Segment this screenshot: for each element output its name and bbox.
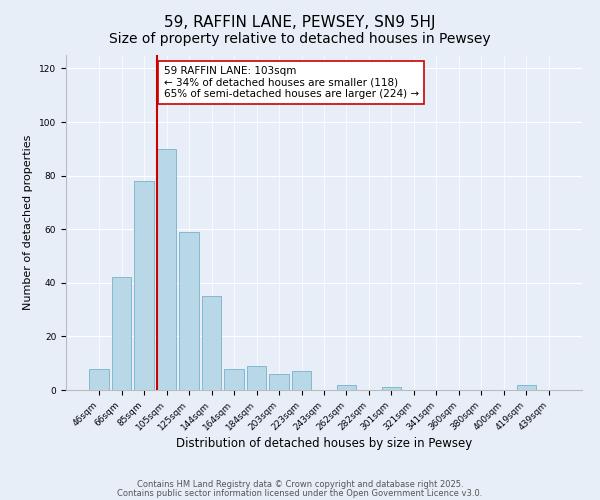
Bar	[157, 149, 176, 390]
Bar	[224, 368, 244, 390]
Y-axis label: Number of detached properties: Number of detached properties	[23, 135, 34, 310]
Bar	[247, 366, 266, 390]
Bar	[517, 384, 536, 390]
Bar	[134, 181, 154, 390]
Bar	[202, 296, 221, 390]
Bar	[179, 232, 199, 390]
Bar	[269, 374, 289, 390]
Text: Size of property relative to detached houses in Pewsey: Size of property relative to detached ho…	[109, 32, 491, 46]
X-axis label: Distribution of detached houses by size in Pewsey: Distribution of detached houses by size …	[176, 438, 472, 450]
Text: 59, RAFFIN LANE, PEWSEY, SN9 5HJ: 59, RAFFIN LANE, PEWSEY, SN9 5HJ	[164, 15, 436, 30]
Bar	[292, 371, 311, 390]
Text: 59 RAFFIN LANE: 103sqm
← 34% of detached houses are smaller (118)
65% of semi-de: 59 RAFFIN LANE: 103sqm ← 34% of detached…	[164, 66, 419, 99]
Bar	[382, 388, 401, 390]
Text: Contains HM Land Registry data © Crown copyright and database right 2025.: Contains HM Land Registry data © Crown c…	[137, 480, 463, 489]
Bar	[112, 278, 131, 390]
Bar	[337, 384, 356, 390]
Text: Contains public sector information licensed under the Open Government Licence v3: Contains public sector information licen…	[118, 488, 482, 498]
Bar	[89, 368, 109, 390]
